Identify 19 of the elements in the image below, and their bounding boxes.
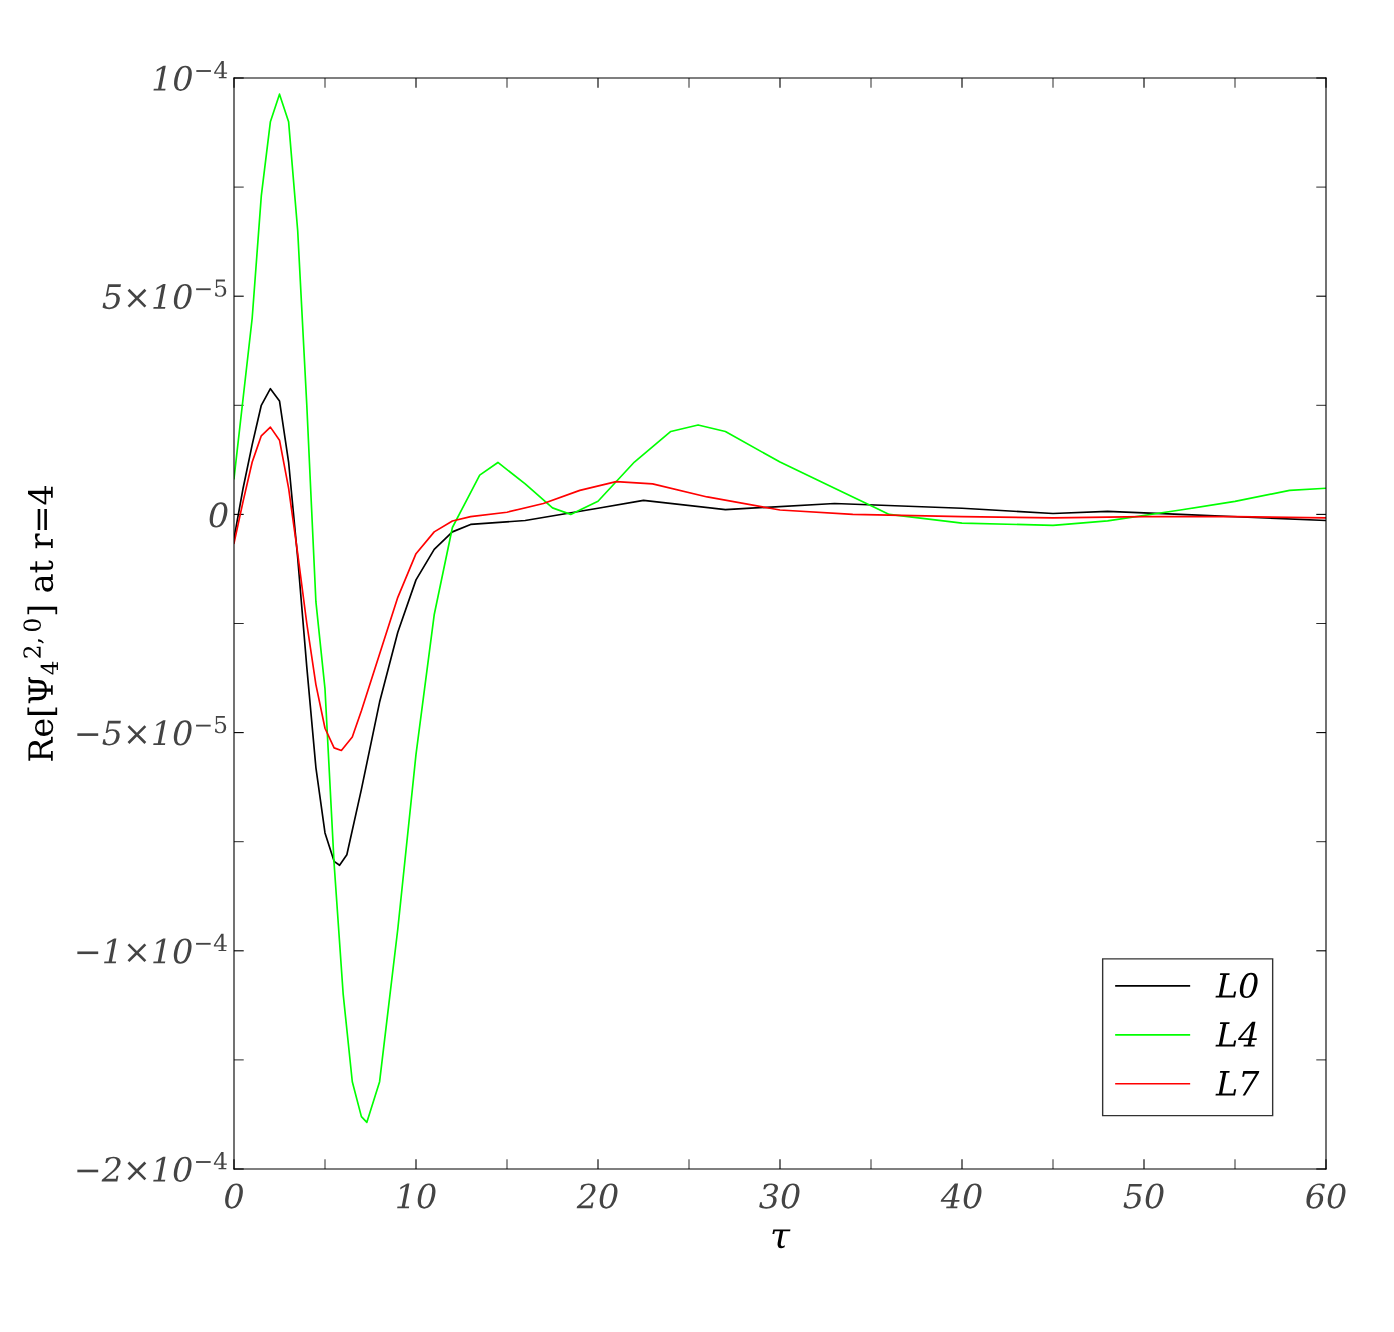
- line-series: [234, 426, 1326, 752]
- y-tick-label: 10$^{−4}$: [153, 61, 228, 91]
- legend-label: L7: [1215, 1071, 1260, 1096]
- x-axis-title: τ: [772, 1229, 791, 1249]
- x-tick-label: 60: [1306, 1183, 1346, 1209]
- y-axis-title: Re[Ψ$_{4}$$^{2,0}$] at r=4: [23, 486, 58, 761]
- legend-label: L0: [1215, 972, 1258, 999]
- y-tick-label: 0: [209, 502, 228, 528]
- x-tick-label: 50: [1123, 1183, 1164, 1209]
- y-tick-label: −5×10$^{−5}$: [77, 715, 227, 746]
- y-tick-label: −1×10$^{−4}$: [77, 933, 227, 964]
- line-series: [234, 93, 1326, 1124]
- y-tick-label: 5×10$^{−5}$: [102, 279, 227, 310]
- x-tick-label: 10: [397, 1183, 436, 1209]
- x-tick-label: 20: [576, 1183, 618, 1209]
- x-tick-label: 40: [940, 1183, 982, 1209]
- x-tick-label: 30: [759, 1183, 800, 1209]
- legend-label: L4: [1215, 1021, 1257, 1047]
- y-tick-label: −2×10$^{−4}$: [77, 1152, 227, 1182]
